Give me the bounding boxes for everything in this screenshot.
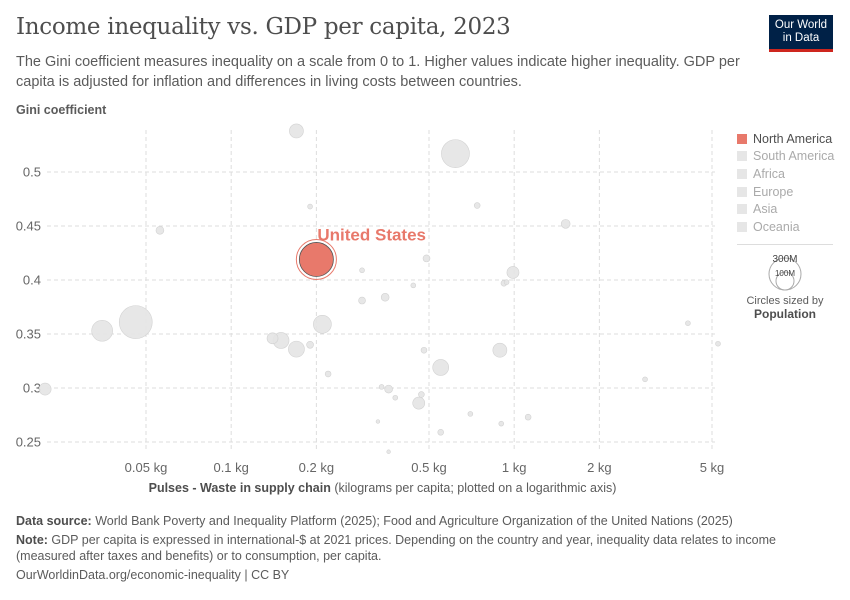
- data-point[interactable]: [524, 413, 532, 421]
- size-legend: 300M 100M Circles sized by Population: [737, 250, 833, 321]
- data-point[interactable]: [384, 384, 393, 394]
- data-point[interactable]: [378, 384, 385, 390]
- data-point[interactable]: [155, 226, 165, 235]
- legend-item[interactable]: Europe: [737, 183, 837, 201]
- data-point[interactable]: [560, 219, 571, 229]
- source-url[interactable]: OurWorldinData.org/economic-inequality |…: [16, 568, 290, 582]
- legend-label: Asia: [753, 202, 778, 217]
- y-tick-label: 0.5: [23, 165, 41, 180]
- x-axis-label: Pulses - Waste in supply chain (kilogram…: [0, 481, 765, 495]
- data-point[interactable]: [410, 282, 417, 289]
- legend-item[interactable]: Asia: [737, 200, 837, 218]
- data-point[interactable]: [380, 293, 390, 302]
- size-circle-100m: [775, 271, 795, 291]
- size-legend-circles: 300M 100M: [768, 254, 802, 291]
- data-point[interactable]: [392, 394, 399, 401]
- x-tick-label: 5 kg: [700, 460, 725, 475]
- data-point[interactable]: [359, 267, 365, 274]
- data-point[interactable]: [685, 320, 691, 326]
- y-tick-label: 0.25: [16, 435, 41, 450]
- x-tick-label: 0.5 kg: [411, 460, 446, 475]
- x-tick-label: 1 kg: [502, 460, 527, 475]
- data-point[interactable]: [420, 346, 428, 354]
- data-point[interactable]: [313, 314, 332, 334]
- data-point[interactable]: [437, 429, 444, 436]
- data-point[interactable]: [118, 305, 153, 339]
- chart-subtitle: The Gini coefficient measures inequality…: [16, 54, 740, 90]
- data-point[interactable]: [467, 411, 474, 417]
- y-tick-label: 0.45: [16, 219, 41, 234]
- legend-item[interactable]: Oceania: [737, 218, 837, 236]
- data-point[interactable]: [441, 139, 470, 168]
- legend-swatch: [737, 133, 747, 144]
- data-point[interactable]: [386, 449, 391, 454]
- legend-item[interactable]: North America: [737, 130, 837, 148]
- data-point[interactable]: [324, 370, 332, 378]
- legend-swatch: [737, 168, 747, 179]
- legend-label: Oceania: [753, 219, 800, 234]
- data-point[interactable]: [642, 376, 648, 383]
- data-point[interactable]: [38, 382, 52, 396]
- y-tick-label: 0.3: [23, 381, 41, 396]
- legend-item[interactable]: Africa: [737, 165, 837, 183]
- y-tick-label: 0.35: [16, 327, 41, 342]
- data-point[interactable]: [266, 332, 279, 345]
- data-point[interactable]: [473, 202, 481, 209]
- legend-divider: [737, 243, 833, 245]
- legend-item[interactable]: South America: [737, 148, 837, 166]
- x-tick-label: 0.1 kg: [213, 460, 248, 475]
- data-point[interactable]: [506, 266, 520, 279]
- x-tick-label: 0.05 kg: [125, 460, 168, 475]
- data-point[interactable]: [418, 391, 425, 398]
- legend-swatch: [737, 186, 747, 197]
- united-states-label: United States: [317, 225, 426, 244]
- data-point[interactable]: [715, 340, 721, 347]
- x-tick-label: 2 kg: [587, 460, 612, 475]
- legend-swatch: [737, 151, 747, 162]
- data-source: Data source: World Bank Poverty and Ineq…: [16, 514, 733, 528]
- legend-label: South America: [753, 149, 835, 164]
- data-point[interactable]: [358, 296, 366, 305]
- chart-title: Income inequality vs. GDP per capita, 20…: [16, 14, 511, 40]
- data-point-united-states[interactable]: [298, 242, 334, 277]
- note: Note: GDP per capita is expressed in int…: [16, 533, 776, 563]
- legend-swatch: [737, 221, 747, 232]
- data-point[interactable]: [412, 396, 426, 410]
- x-axis-label-main: Pulses - Waste in supply chain: [148, 481, 331, 495]
- color-legend: North America South America Africa Europe As…: [737, 130, 837, 245]
- data-point[interactable]: [498, 420, 505, 427]
- data-point[interactable]: [503, 279, 510, 285]
- legend-swatch: [737, 204, 747, 215]
- data-point[interactable]: [289, 123, 304, 139]
- size-caption: Circles sized by: [746, 295, 824, 307]
- data-point[interactable]: [307, 203, 313, 210]
- legend-label: North America: [753, 131, 833, 146]
- size-label-300m: 300M: [772, 254, 797, 265]
- data-point[interactable]: [432, 359, 450, 376]
- x-tick-label: 0.2 kg: [299, 460, 334, 475]
- x-axis-label-unit: (kilograms per capita; plotted on a loga…: [330, 481, 617, 495]
- data-point[interactable]: [492, 342, 508, 358]
- footer: Data source: World Bank Poverty and Ineq…: [16, 513, 816, 586]
- data-point[interactable]: [422, 254, 431, 263]
- y-axis-label: Gini coefficient: [16, 103, 107, 117]
- data-point[interactable]: [288, 340, 305, 358]
- size-variable: Population: [754, 307, 816, 321]
- highlight-ring: [295, 238, 337, 281]
- legend-label: Europe: [753, 184, 794, 199]
- owid-logo[interactable]: Our World in Data: [769, 15, 833, 52]
- legend-label: Africa: [753, 166, 785, 181]
- y-tick-label: 0.4: [23, 273, 41, 288]
- data-point[interactable]: [306, 341, 314, 349]
- data-point[interactable]: [375, 419, 381, 424]
- data-point[interactable]: [91, 319, 113, 342]
- size-label-100m: 100M: [775, 269, 795, 278]
